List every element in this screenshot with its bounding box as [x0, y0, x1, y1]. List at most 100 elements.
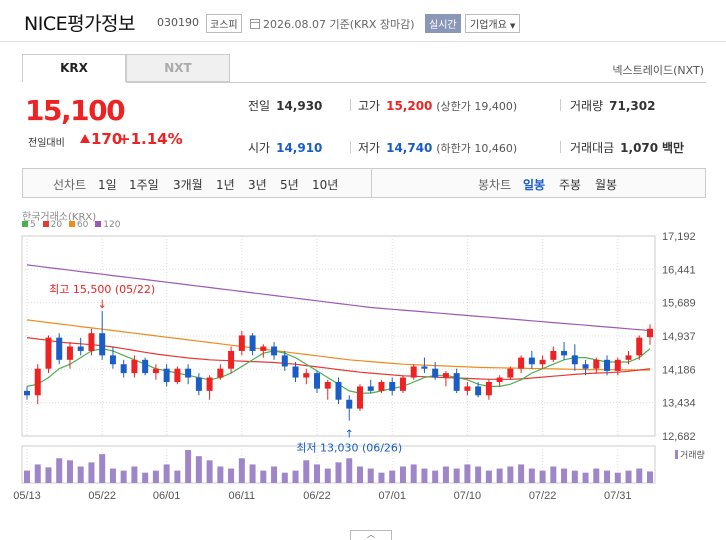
- period-1w[interactable]: 1주일: [129, 178, 159, 192]
- candle-body: [518, 357, 525, 369]
- volume-bar: [485, 470, 492, 483]
- stat-volume-label: 거래량: [570, 99, 604, 113]
- candle-body: [528, 357, 535, 365]
- realtime-badge[interactable]: 실시간: [425, 14, 461, 33]
- company-info-label: 기업개요: [470, 20, 507, 31]
- stat-divider: [350, 141, 351, 153]
- volume-bar: [582, 472, 589, 483]
- tab-divider: [126, 82, 706, 83]
- stock-header: NICE평가정보 030190 코스피 2026.08.07 기준(KRX 장마…: [0, 0, 726, 42]
- period-1y[interactable]: 1년: [216, 178, 235, 192]
- volume-bar: [120, 470, 127, 483]
- candle-chart-button[interactable]: 봉차트: [478, 178, 512, 192]
- x-tick-label: 07/01: [378, 490, 406, 502]
- volume-bar: [238, 458, 245, 483]
- volume-bar: [593, 468, 600, 483]
- candle-body: [636, 337, 643, 356]
- nxt-link[interactable]: 넥스트레이드(NXT): [612, 64, 704, 77]
- candle-body: [582, 364, 589, 369]
- volume-bar: [507, 466, 514, 483]
- candle-body: [260, 346, 267, 351]
- volume-legend-swatch: [675, 450, 678, 459]
- x-tick-label: 07/22: [529, 490, 557, 502]
- candle-body: [195, 377, 202, 391]
- candle-body: [77, 346, 84, 351]
- volume-bar: [314, 464, 321, 483]
- period-1d[interactable]: 1일: [98, 178, 117, 192]
- volume-bar: [399, 466, 406, 483]
- candle-body: [346, 399, 353, 409]
- candle-body: [206, 377, 213, 391]
- ma60-label: 60: [76, 220, 89, 230]
- candle-body: [109, 355, 116, 365]
- stat-amount-value: 1,070: [620, 141, 659, 155]
- volume-bar: [410, 464, 417, 483]
- candle-body: [314, 373, 321, 389]
- chart-toolbar: 선차트 1일 1주일 3개월 1년 3년 5년 10년 봉차트 일봉 주봉 월봉: [22, 168, 706, 198]
- x-tick-label: 07/31: [604, 490, 632, 502]
- line-chart-button[interactable]: 선차트: [53, 178, 87, 192]
- x-tick-label: 06/22: [303, 490, 331, 502]
- candle-body: [120, 364, 127, 374]
- candle-monthly[interactable]: 월봉: [595, 178, 618, 192]
- ma60-line: [26, 319, 651, 371]
- candle-weekly[interactable]: 주봉: [559, 178, 582, 192]
- volume-bar: [77, 466, 84, 483]
- volume-bar: [614, 472, 621, 483]
- period-5y[interactable]: 5년: [280, 178, 299, 192]
- candle-daily[interactable]: 일봉: [523, 178, 546, 192]
- period-10y[interactable]: 10년: [312, 178, 339, 192]
- stock-code: 030190: [157, 16, 199, 29]
- candle-body: [421, 366, 428, 369]
- base-date-text: 2026.08.07 기준(KRX 장마감): [263, 18, 415, 31]
- volume-bar: [528, 468, 535, 483]
- base-date: 2026.08.07 기준(KRX 장마감): [250, 16, 415, 32]
- volume-legend-label: 거래량: [680, 449, 705, 461]
- candle-body: [88, 333, 95, 351]
- candle-body: [367, 386, 374, 391]
- volume-bar: [346, 458, 353, 483]
- volume-bar: [142, 472, 149, 483]
- volume-bar: [432, 470, 439, 483]
- volume-bar: [539, 470, 546, 483]
- candle-body: [625, 355, 632, 360]
- candle-body: [174, 368, 181, 382]
- volume-bar: [367, 468, 374, 483]
- tab-nxt[interactable]: NXT: [126, 54, 230, 82]
- period-3m[interactable]: 3개월: [173, 178, 203, 192]
- tab-krx[interactable]: KRX: [22, 54, 126, 82]
- stat-volume-value: 71,302: [609, 99, 656, 113]
- candle-body: [24, 390, 30, 396]
- candle-body: [281, 355, 288, 367]
- candle-body: [228, 350, 235, 369]
- stat-upper-limit: (상한가 19,400): [436, 100, 518, 113]
- candle-body: [131, 359, 138, 374]
- volume-bar: [356, 466, 363, 483]
- stat-amount: 거래대금 1,070 백만: [570, 139, 684, 156]
- candle-body: [647, 328, 653, 338]
- stat-low: 저가 14,740 (하한가 10,460): [358, 139, 517, 156]
- ma5-label: 5: [30, 220, 36, 230]
- candle-body: [356, 386, 363, 409]
- company-info-button[interactable]: 기업개요 ▼: [465, 14, 521, 33]
- period-3y[interactable]: 3년: [248, 178, 267, 192]
- collapse-chart-button[interactable]: ︿: [350, 530, 392, 540]
- high-arrow-icon: ↓: [98, 298, 107, 311]
- volume-bar: [185, 450, 192, 483]
- candle-body: [249, 335, 256, 351]
- stat-divider: [560, 141, 561, 153]
- volume-bar: [442, 466, 449, 483]
- chevron-up-icon: ︿: [367, 530, 375, 539]
- exchange-tabs: KRX NXT: [22, 54, 230, 82]
- up-triangle-icon: [80, 134, 90, 143]
- candle-body: [335, 381, 342, 400]
- y-tick-label: 16,441: [662, 264, 696, 276]
- candle-body: [496, 377, 503, 382]
- volume-bar: [636, 468, 643, 483]
- volume-bar: [152, 470, 159, 483]
- ma120-swatch: [95, 221, 102, 227]
- volume-bar: [271, 466, 278, 483]
- volume-bar: [281, 472, 288, 483]
- candle-body: [485, 381, 492, 396]
- change-value: 170: [80, 130, 122, 148]
